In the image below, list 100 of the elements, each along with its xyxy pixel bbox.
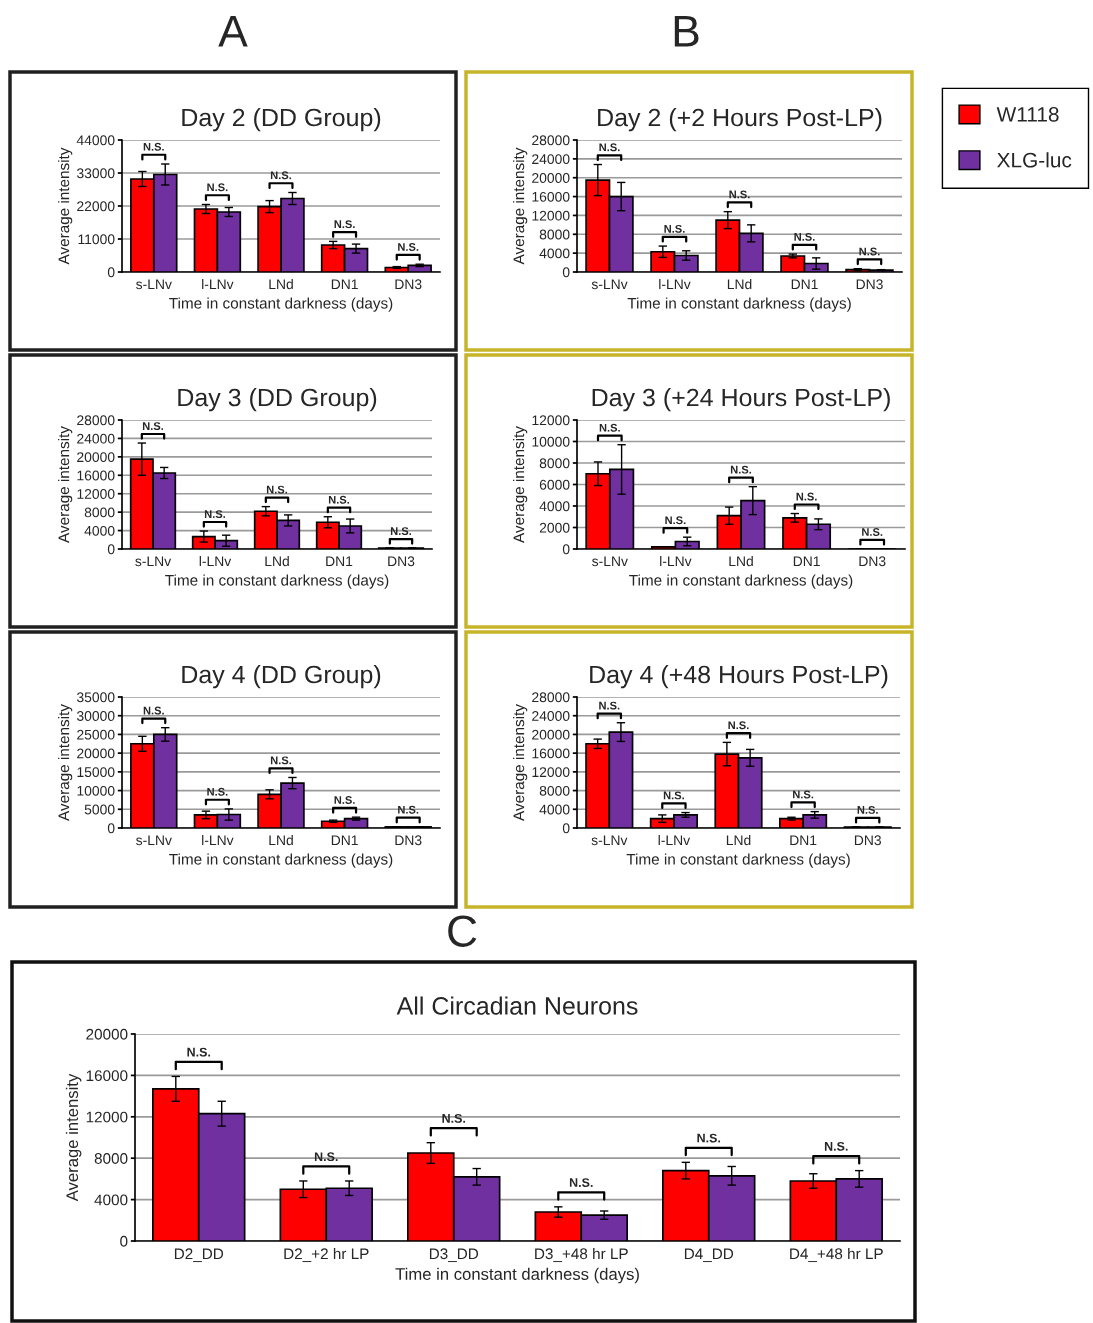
y-tick-label: 25000	[77, 729, 115, 740]
annotation: N.S.	[857, 806, 878, 814]
y-tick-label: 0	[107, 544, 115, 555]
y-tick-label: 30000	[76, 711, 115, 721]
y-tick-label: 11000	[78, 234, 115, 245]
y-tick-label: 16000	[86, 1070, 128, 1082]
annotation: N.S.	[270, 756, 292, 765]
x-axis-title: Time in constant darkness (days)	[626, 853, 850, 868]
y-tick-label: 12000	[532, 415, 570, 426]
x-tick-label: D4_DD	[684, 1248, 734, 1263]
y-axis-title: Average intensity	[58, 147, 73, 265]
annotation: N.S.	[794, 232, 815, 241]
y-tick-label: 16000	[532, 748, 570, 759]
y-tick-label: 12000	[532, 767, 570, 778]
annotation: N.S.	[728, 721, 749, 730]
y-tick-label: 4000	[84, 525, 115, 536]
x-tick-label: LNd	[269, 834, 293, 846]
y-tick-label: 20000	[532, 729, 570, 740]
x-tick-label: l-LNv	[660, 555, 692, 567]
y-tick-label: 35000	[76, 692, 115, 703]
y-tick-label: 5000	[84, 804, 115, 815]
chart-title: Day 2 (+2 Hours Post-LP)	[598, 107, 882, 132]
x-tick-label: LNd	[729, 555, 753, 567]
y-tick-label: 8000	[539, 458, 570, 469]
x-axis-title: Time in constant darkness (days)	[395, 1267, 639, 1284]
x-tick-label: l-LNv	[658, 834, 691, 846]
y-axis-title: Average intensity	[58, 426, 73, 543]
x-axis-title: Time in constant darkness (days)	[627, 297, 851, 312]
annotation: N.S.	[729, 190, 750, 199]
annotation: N.S.	[334, 796, 355, 804]
y-tick-label: 15000	[77, 767, 115, 778]
annotation: N.S.	[697, 1133, 721, 1143]
chart-title: Day 3 (+24 Hours Post-LP)	[592, 387, 890, 412]
y-tick-label: 0	[562, 267, 570, 278]
y-tick-label: 4000	[539, 248, 570, 259]
x-tick-label: LNd	[265, 555, 289, 567]
x-tick-label: DN1	[790, 835, 817, 846]
y-axis-title: Average intensity	[513, 147, 528, 265]
x-axis-title: Time in constant darkness (days)	[629, 574, 853, 589]
y-axis-title: Average intensity	[65, 1073, 82, 1202]
y-tick-label: 12000	[77, 489, 115, 499]
x-tick-label: l-LNv	[202, 278, 234, 290]
x-tick-label: DN3	[856, 279, 883, 290]
x-tick-label: D2_DD	[174, 1248, 224, 1263]
legend-label: W1118	[996, 106, 1059, 122]
annotation: N.S.	[142, 422, 164, 430]
annotation: N.S.	[796, 492, 817, 501]
annotation: N.S.	[599, 701, 620, 710]
x-tick-label: s-LNv	[136, 835, 172, 846]
x-tick-label: DN3	[854, 835, 881, 846]
x-tick-label: l-LNv	[659, 278, 691, 290]
annotation: N.S.	[270, 171, 292, 180]
annotation: N.S.	[442, 1113, 466, 1123]
x-tick-label: D2_+2 hr LP	[284, 1247, 369, 1263]
y-tick-label: 4000	[94, 1194, 128, 1206]
y-tick-label: 10000	[532, 436, 570, 447]
annotation: N.S.	[314, 1152, 338, 1162]
annotation: N.S.	[599, 423, 620, 432]
annotation: N.S.	[398, 805, 419, 814]
text: A	[218, 15, 248, 47]
y-tick-label: 20000	[77, 748, 115, 759]
x-tick-label: DN3	[395, 835, 422, 846]
text: B	[674, 15, 699, 47]
x-axis-title: Time in constant darkness (days)	[165, 574, 389, 589]
annotation: N.S.	[266, 485, 288, 494]
y-tick-label: 10000	[77, 785, 115, 796]
x-tick-label: DN1	[331, 279, 358, 290]
annotation: N.S.	[599, 143, 620, 152]
x-tick-label: s-LNv	[136, 279, 172, 290]
annotation: N.S.	[207, 787, 228, 796]
chart-title: Day 4 (DD Group)	[182, 664, 381, 689]
x-tick-label: s-LNv	[591, 835, 628, 846]
annotation: N.S.	[204, 510, 226, 518]
y-tick-label: 0	[120, 1235, 128, 1247]
x-tick-label: LNd	[269, 278, 293, 290]
annotation: N.S.	[187, 1047, 211, 1057]
y-tick-label: 0	[562, 544, 570, 555]
chart-title: All Circadian Neurons	[396, 996, 638, 1015]
x-tick-label: l-LNv	[199, 555, 232, 567]
x-tick-label: LNd	[726, 834, 751, 846]
x-tick-label: DN1	[791, 279, 818, 290]
annotation: N.S.	[328, 495, 350, 504]
y-axis-title: Average intensity	[513, 426, 528, 543]
y-tick-label: 24000	[532, 711, 570, 721]
x-tick-label: DN3	[859, 556, 886, 567]
y-axis-title: Average intensity	[513, 704, 528, 821]
y-tick-label: 24000	[532, 154, 570, 165]
annotation: N.S.	[143, 706, 164, 715]
y-tick-label: 8000	[539, 785, 570, 796]
text: C	[448, 915, 477, 947]
annotation: N.S.	[569, 1178, 593, 1187]
y-tick-label: 24000	[77, 433, 115, 444]
annotation: N.S.	[398, 243, 419, 251]
y-tick-label: 12000	[532, 210, 570, 221]
x-axis-title: Time in constant darkness (days)	[169, 297, 393, 312]
y-tick-label: 20000	[77, 452, 115, 463]
x-tick-label: s-LNv	[591, 279, 628, 290]
x-tick-label: DN3	[388, 556, 415, 567]
x-tick-label: DN1	[793, 556, 820, 567]
y-tick-label: 0	[107, 267, 115, 278]
